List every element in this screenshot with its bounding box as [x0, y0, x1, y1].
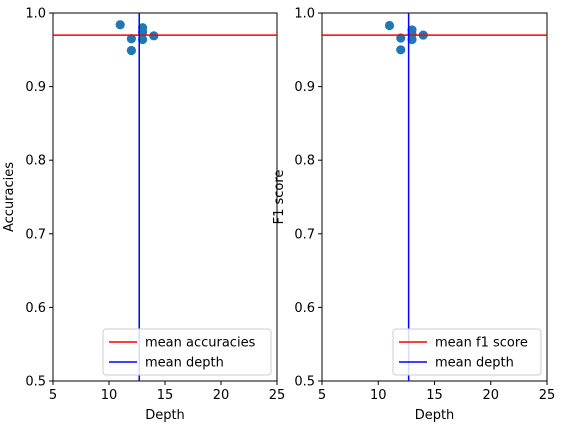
y-axis-label: F1 score	[272, 170, 287, 225]
x-axis-label: Depth	[145, 408, 185, 423]
y-tick-label: 0.8	[25, 154, 46, 169]
y-tick-label: 1.0	[294, 7, 315, 22]
y-tick-label: 0.6	[294, 301, 315, 316]
x-tick-label: 10	[101, 388, 118, 403]
x-tick-label: 25	[269, 388, 286, 403]
scatter-point	[126, 45, 136, 56]
x-axis-label: Depth	[415, 408, 455, 423]
plot-area-frame	[52, 12, 278, 382]
x-tick-label: 15	[157, 388, 174, 403]
x-tick-label: 5	[318, 388, 326, 403]
chart-panel-1: 5 10 15 20 25 0.5 0.6 0.7 0.8 0.9 1.0 Depth Accuraci…	[2, 7, 285, 424]
chart-panel-2: 5 10 15 20 25 0.5 0.6 0.7 0.8 0.9 1.0 Depth F1 score…	[272, 7, 555, 424]
legend-box	[392, 328, 542, 376]
y-tick-label: 0.5	[294, 375, 315, 390]
legend-label: mean f1 score	[435, 336, 528, 351]
y-tick-label: 0.8	[294, 154, 315, 169]
legend-box	[102, 328, 272, 376]
y-tick-label: 0.6	[25, 301, 46, 316]
x-tick-label: 20	[213, 388, 230, 403]
scatter-point	[407, 34, 417, 45]
legend-label: mean depth	[145, 356, 224, 371]
x-tick-label: 15	[426, 388, 443, 403]
legend-label: mean depth	[435, 356, 514, 371]
scatter-point	[115, 20, 125, 30]
legend: mean accuracies mean depth	[102, 328, 272, 376]
x-tick-label: 20	[482, 388, 499, 403]
scatter-point	[138, 34, 148, 45]
scatter-point	[126, 34, 136, 44]
y-tick-label: 1.0	[25, 7, 46, 22]
y-axis-label: Accuracies	[2, 162, 17, 232]
y-tick-label: 0.7	[294, 227, 315, 242]
y-tick-label: 0.5	[25, 375, 46, 390]
legend-label: mean accuracies	[145, 336, 256, 351]
plot-area-frame	[321, 12, 548, 382]
y-tick-label: 0.9	[294, 80, 315, 95]
x-tick-label: 25	[539, 388, 556, 403]
scatter-point	[384, 20, 395, 31]
legend: mean f1 score mean depth	[392, 328, 542, 376]
scatter-point	[396, 45, 406, 55]
x-tick-label: 5	[49, 388, 57, 403]
x-tick-label: 10	[370, 388, 387, 403]
y-tick-label: 0.7	[25, 227, 46, 242]
y-tick-label: 0.9	[25, 80, 46, 95]
